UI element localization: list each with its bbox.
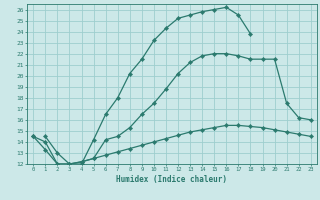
X-axis label: Humidex (Indice chaleur): Humidex (Indice chaleur)	[116, 175, 228, 184]
